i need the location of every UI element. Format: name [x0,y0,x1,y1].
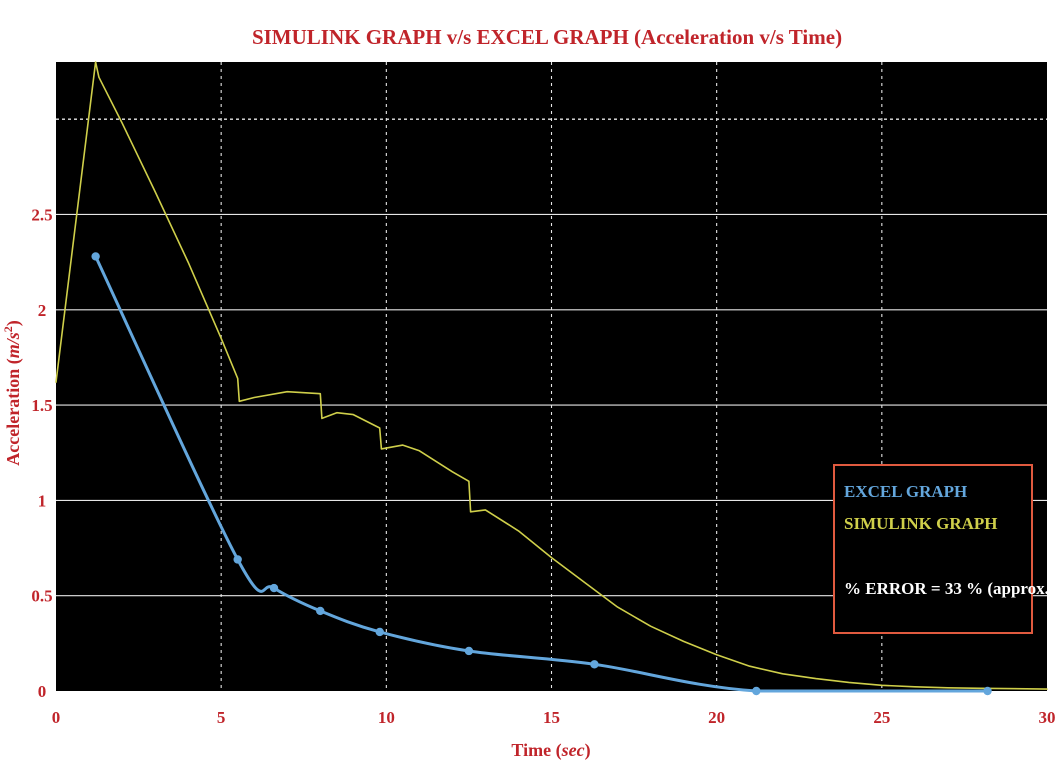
x-tick-label-3: 15 [543,708,560,727]
x-axis-label: Time (sec) [511,740,590,761]
y-axis-label-close: ) [3,320,24,326]
chart-title: SIMULINK GRAPH v/s EXCEL GRAPH (Accelera… [252,25,842,49]
y-axis-label-unit: m/s [3,332,23,358]
x-tick-label-5: 25 [873,708,890,727]
point-excel-graph-2 [269,583,279,593]
legend-box [833,464,1033,634]
legend-error-note: % ERROR = 33 % (approx.) [844,579,1055,598]
point-excel-graph-7 [752,686,761,696]
y-tick-label-0: 0 [38,682,47,701]
x-tick-label-6: 30 [1039,708,1055,727]
point-excel-graph-3 [316,606,325,616]
legend: EXCEL GRAPH SIMULINK GRAPH % ERROR = 33 … [833,464,1055,634]
y-tick-label-2: 1 [38,491,47,510]
point-excel-graph-4 [375,627,384,637]
y-tick-label-3: 1.5 [31,396,52,415]
y-tick-label-1: 0.5 [31,587,52,606]
x-tick-label-2: 10 [378,708,395,727]
series-line-simulink-graph [55,61,1048,690]
legend-entry-simulink: SIMULINK GRAPH [844,514,997,533]
point-excel-graph-8 [983,686,992,696]
x-tick-label-1: 5 [217,708,226,727]
y-tick-label-4: 2 [38,301,47,320]
point-excel-graph-0 [91,252,100,261]
point-excel-graph-5 [464,646,474,656]
x-axis-label-close: ) [585,740,591,761]
y-tick-label-5: 2.5 [31,205,52,224]
y-axis-label-open: ( [3,358,24,369]
point-excel-graph-6 [590,660,599,669]
series-layer [55,61,1048,696]
legend-entry-excel: EXCEL GRAPH [844,482,967,501]
x-axis-label-unit: sec [561,740,585,760]
point-excel-graph-1 [233,555,242,564]
x-tick-label-4: 20 [708,708,725,727]
x-axis-label-main: Time [511,740,551,760]
x-axis-label-open: ( [551,740,562,761]
tick-labels: 0 0.5 1 1.5 2 2.5 0 5 10 15 20 25 30 [31,205,1055,727]
y-axis-label: Acceleration (m/s2) [1,320,24,465]
x-tick-label-0: 0 [52,708,61,727]
y-axis-label-main: Acceleration [3,369,23,466]
y-axis-label-power: 2 [1,326,15,332]
